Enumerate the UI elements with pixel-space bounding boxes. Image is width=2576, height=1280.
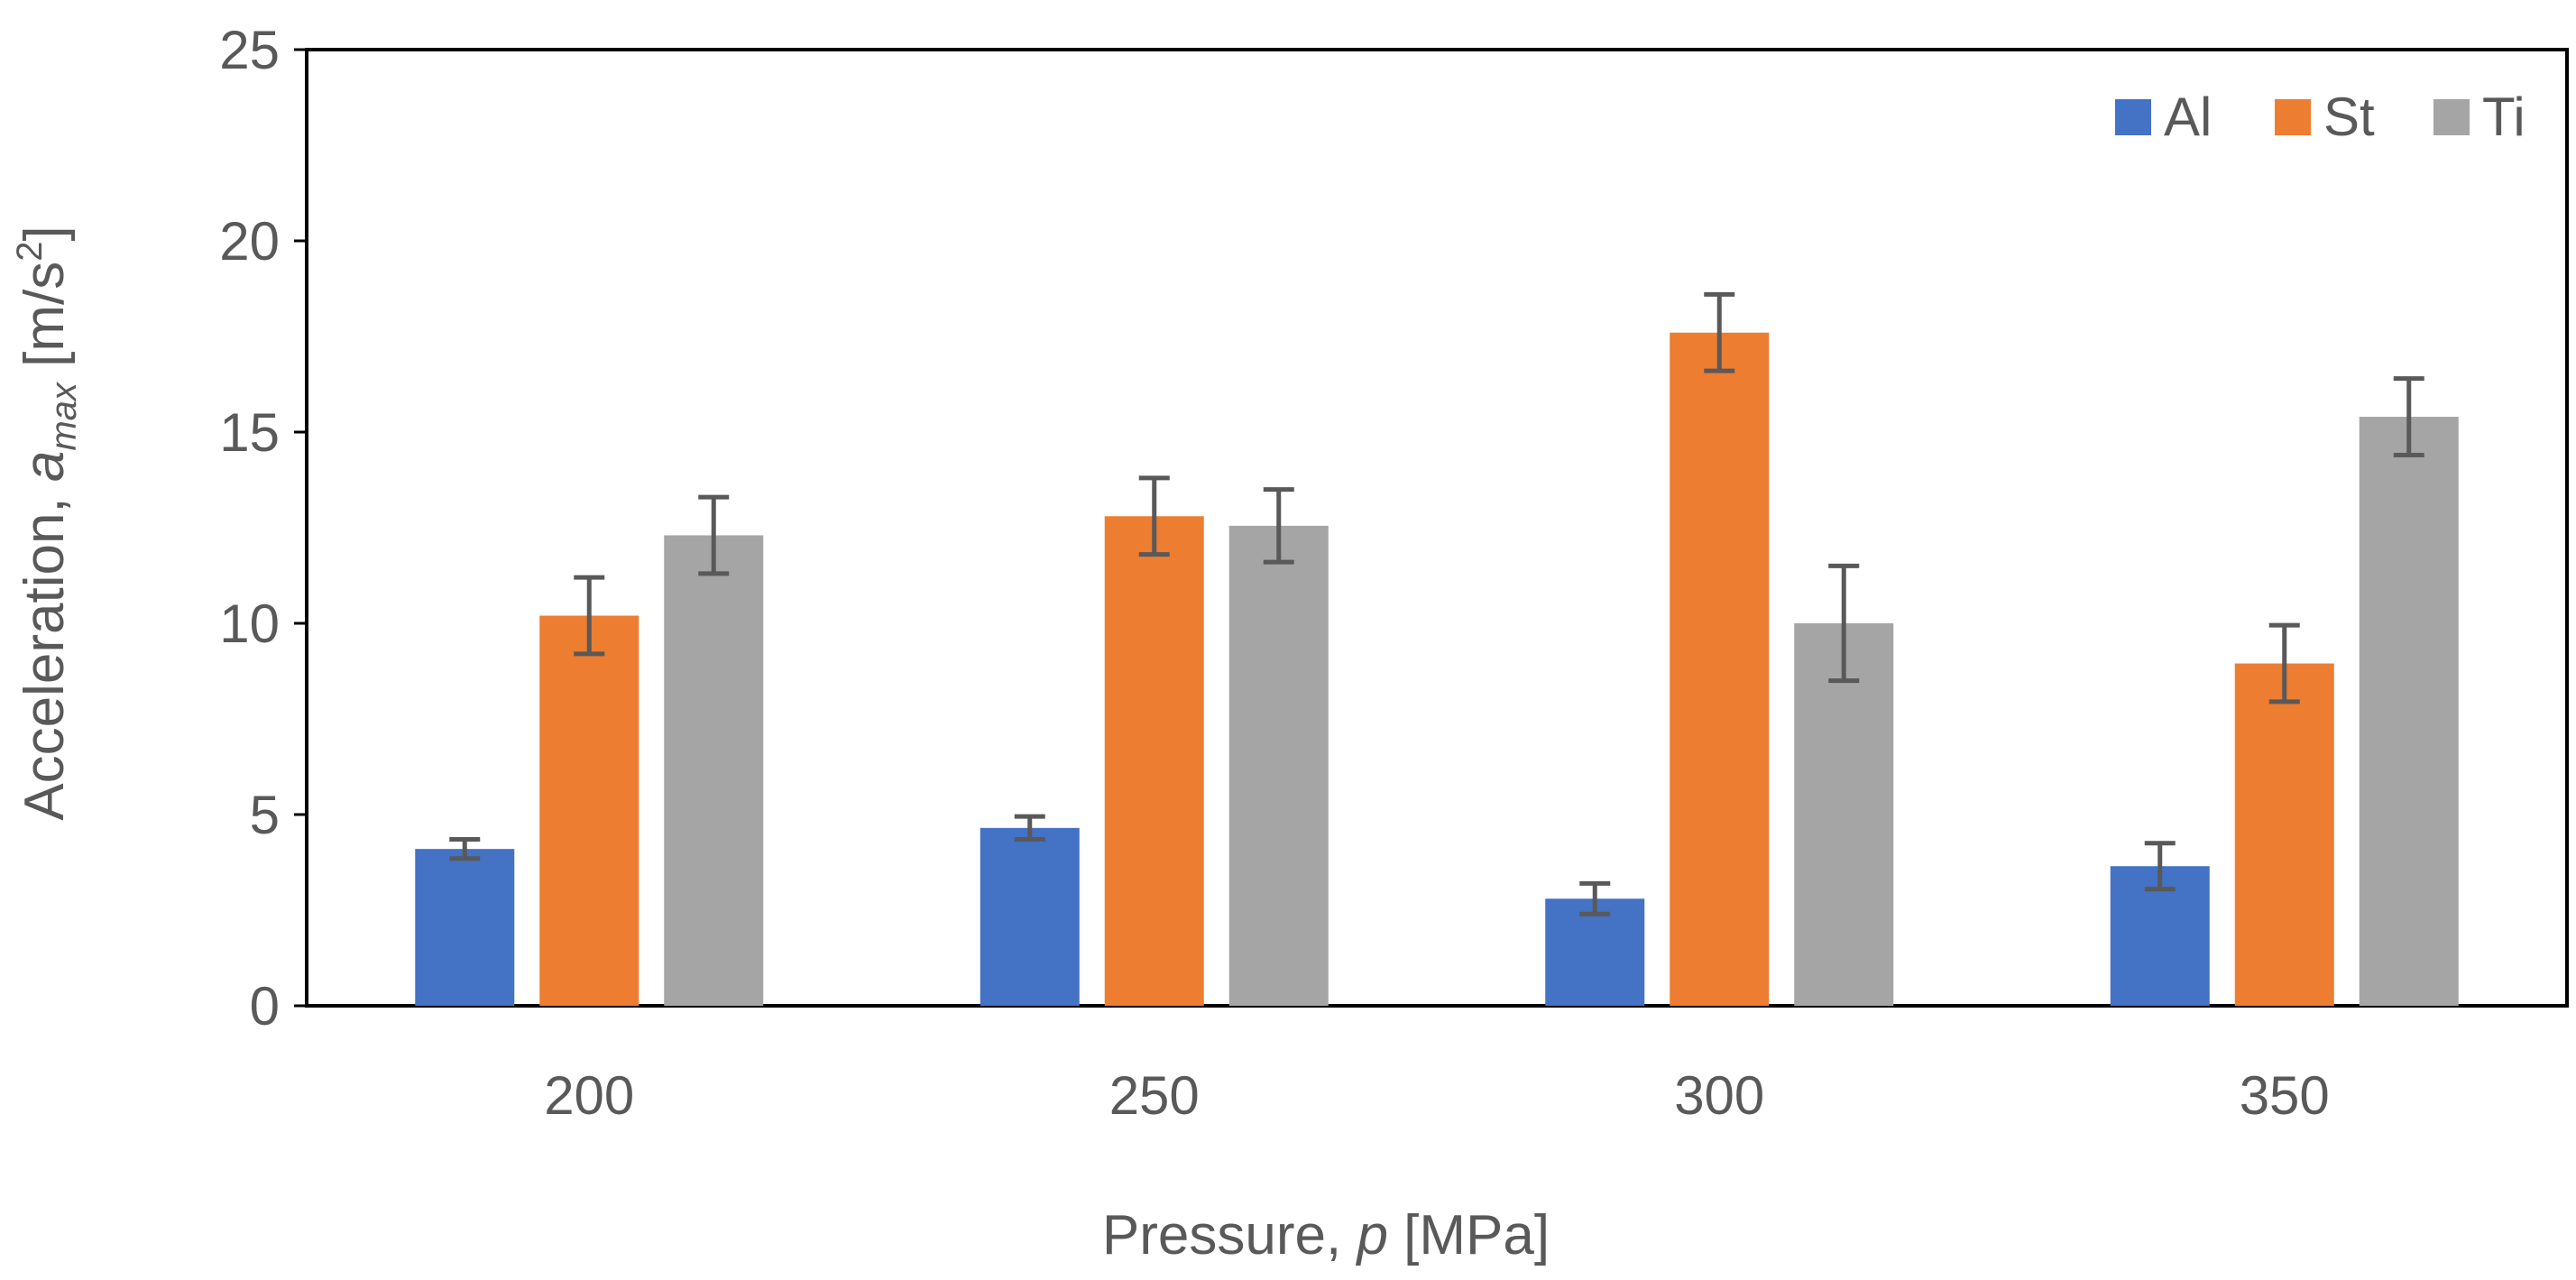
bar-ti-250 bbox=[1228, 525, 1329, 1006]
bar-st-300 bbox=[1670, 332, 1770, 1006]
y-tick-label: 20 bbox=[219, 211, 280, 272]
y-axis-ticks: 0 5 10 15 20 25 bbox=[219, 20, 307, 1036]
bar-st-250 bbox=[1104, 516, 1204, 1006]
bar-ti-200 bbox=[664, 535, 764, 1006]
legend-swatch-al bbox=[2115, 99, 2151, 135]
x-tick-label: 250 bbox=[1109, 1065, 1200, 1126]
x-axis-ticks: 200 250 300 350 bbox=[544, 1065, 2330, 1126]
plot-area-frame bbox=[305, 48, 2569, 1008]
bar-al-300 bbox=[1545, 898, 1645, 1006]
legend-swatch-st bbox=[2275, 99, 2311, 135]
bar-al-200 bbox=[415, 849, 515, 1006]
bar-ti-350 bbox=[2359, 417, 2459, 1006]
legend: Al St Ti bbox=[2115, 87, 2525, 147]
bar-st-350 bbox=[2234, 663, 2334, 1006]
y-tick-label: 0 bbox=[250, 976, 280, 1036]
legend-label-al: Al bbox=[2164, 87, 2212, 147]
bars bbox=[415, 332, 2459, 1006]
y-tick-label: 5 bbox=[250, 785, 280, 845]
y-tick-label: 15 bbox=[219, 402, 280, 463]
legend-swatch-ti bbox=[2433, 99, 2470, 135]
x-tick-label: 350 bbox=[2240, 1065, 2330, 1126]
legend-label-ti: Ti bbox=[2482, 87, 2525, 147]
y-tick-label: 25 bbox=[219, 20, 280, 80]
bar-ti-300 bbox=[1794, 623, 1894, 1006]
legend-label-st: St bbox=[2323, 87, 2375, 147]
y-tick-label: 10 bbox=[219, 594, 280, 654]
x-axis-title: Pressure, p [MPa] bbox=[1102, 1204, 1550, 1266]
bar-al-250 bbox=[980, 827, 1080, 1006]
bar-st-200 bbox=[539, 615, 639, 1006]
x-tick-label: 200 bbox=[544, 1065, 634, 1126]
y-axis-title: Acceleration, amax [m/s2] bbox=[10, 226, 84, 821]
x-tick-label: 300 bbox=[1674, 1065, 1764, 1126]
error-bars bbox=[449, 291, 2424, 916]
